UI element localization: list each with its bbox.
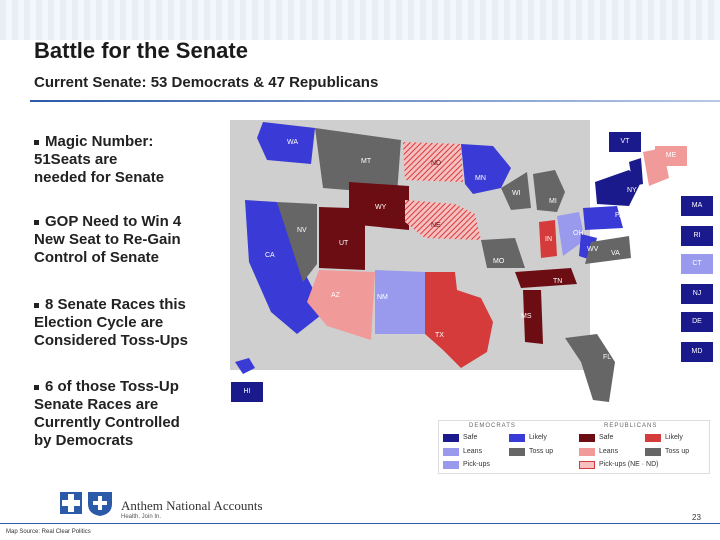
state-in bbox=[539, 220, 557, 258]
page-number: 23 bbox=[692, 513, 701, 522]
state-label-wv: WV bbox=[587, 246, 599, 253]
state-ne bbox=[405, 200, 481, 240]
legend-dem-likely: Likely bbox=[509, 433, 547, 442]
state-tn bbox=[515, 268, 577, 288]
slide-subtitle: Current Senate: 53 Democrats & 47 Republ… bbox=[34, 74, 379, 91]
anthem-logo bbox=[58, 488, 268, 520]
legend-dem-safe: Safe bbox=[443, 433, 477, 442]
senate-race-map: WA MT ND MN WI MI NY PA OH IN WV VA WY N… bbox=[225, 112, 720, 482]
state-box-hi: HI bbox=[231, 382, 263, 402]
bullet-square-icon bbox=[34, 219, 39, 225]
state-box-me: ME bbox=[655, 146, 687, 166]
state-box-ma: MA bbox=[681, 196, 713, 216]
state-label-fl: FL bbox=[603, 354, 612, 361]
state-mn bbox=[461, 144, 511, 194]
map-legend: DEMOCRATS REPUBLICANS Safe Likely Leans … bbox=[438, 420, 710, 474]
state-wi bbox=[501, 172, 531, 210]
state-label-nm: NM bbox=[377, 294, 388, 301]
state-ny bbox=[595, 170, 641, 206]
bullet-toss-ups: 8 Senate Races this Election Cycle are C… bbox=[34, 296, 188, 349]
state-label-nv: NV bbox=[297, 227, 307, 234]
footer-rule bbox=[0, 523, 720, 524]
state-label-mt: MT bbox=[361, 158, 372, 165]
state-label-pa: PA bbox=[615, 212, 624, 219]
brand-name: Anthem National Accounts bbox=[121, 498, 263, 513]
bullet-square-icon bbox=[34, 302, 39, 308]
title-rule bbox=[30, 100, 720, 102]
us-map-svg bbox=[230, 120, 669, 402]
state-label-ne: NE bbox=[431, 222, 441, 229]
legend-dem-leans: Leans bbox=[443, 447, 482, 456]
legend-rep-pickups: Pick-ups (NE · ND) bbox=[579, 460, 659, 469]
state-pa bbox=[583, 206, 623, 230]
state-nv bbox=[277, 202, 317, 282]
state-va bbox=[585, 236, 631, 264]
state-box-ct: CT bbox=[681, 254, 713, 274]
state-label-tn: TN bbox=[553, 278, 563, 285]
legend-tossup-dem: Toss up bbox=[509, 447, 553, 456]
state-label-in: IN bbox=[545, 236, 552, 243]
state-label-ca: CA bbox=[265, 252, 275, 259]
state-label-oh: OH bbox=[573, 230, 584, 237]
state-wy bbox=[349, 182, 409, 230]
state-label-tx: TX bbox=[435, 332, 444, 339]
state-wa bbox=[257, 122, 315, 164]
state-oh bbox=[557, 212, 585, 256]
state-label-wi: WI bbox=[512, 190, 521, 197]
bullet-gop-need: GOP Need to Win 4 New Seat to Re-Gain Co… bbox=[34, 213, 182, 266]
legend-rep-safe: Safe bbox=[579, 433, 613, 442]
header-band bbox=[0, 0, 720, 40]
state-label-mo: MO bbox=[493, 258, 505, 265]
state-mt bbox=[315, 128, 401, 194]
state-box-ri: RI bbox=[681, 226, 713, 246]
state-box-de: DE bbox=[681, 312, 713, 332]
legend-rep-likely: Likely bbox=[645, 433, 683, 442]
state-label-wy: WY bbox=[375, 204, 387, 211]
legend-rep-leans: Leans bbox=[579, 447, 618, 456]
bullet-dem-controlled: 6 of those Toss-Up Senate Races are Curr… bbox=[34, 378, 180, 449]
state-nd bbox=[403, 142, 463, 182]
legend-tossup-rep: Toss up bbox=[645, 447, 689, 456]
state-fl bbox=[565, 334, 615, 402]
state-label-va: VA bbox=[611, 250, 620, 257]
state-box-md: MD bbox=[681, 342, 713, 362]
state-az bbox=[307, 270, 375, 340]
state-label-mi: MI bbox=[549, 198, 557, 205]
state-or bbox=[253, 160, 309, 202]
state-label-nd: ND bbox=[431, 160, 442, 167]
state-vt-shape bbox=[629, 158, 643, 186]
state-box-nj: NJ bbox=[681, 284, 713, 304]
state-label-az: AZ bbox=[331, 292, 340, 299]
state-label-ms: MS bbox=[521, 313, 532, 320]
state-label-mn: MN bbox=[475, 175, 486, 182]
state-mi bbox=[533, 170, 565, 212]
bullet-square-icon bbox=[34, 139, 39, 145]
legend-dem-header: DEMOCRATS bbox=[469, 423, 516, 429]
state-label-ut: UT bbox=[339, 240, 349, 247]
blue-cross-blue-shield-icon bbox=[60, 492, 112, 516]
state-mo bbox=[481, 238, 525, 268]
state-label-wa: WA bbox=[287, 139, 299, 146]
state-hi-shape bbox=[235, 358, 255, 374]
state-ca bbox=[245, 200, 325, 334]
state-ms bbox=[523, 290, 543, 344]
state-tx bbox=[425, 272, 493, 368]
bullet-magic-number: Magic Number: 51Seats are needed for Sen… bbox=[34, 133, 165, 186]
state-nm bbox=[375, 270, 425, 334]
state-label-ny: NY bbox=[627, 187, 637, 194]
state-box-vt: VT bbox=[609, 132, 641, 152]
slide-title: Battle for the Senate bbox=[34, 38, 248, 63]
legend-rep-header: REPUBLICANS bbox=[604, 423, 658, 429]
legend-dem-pickups: Pick-ups bbox=[443, 460, 490, 469]
brand-tagline: Health. Join In. bbox=[121, 514, 162, 520]
map-source: Map Source: Real Clear Politics bbox=[6, 529, 91, 535]
bullet-square-icon bbox=[34, 384, 39, 390]
